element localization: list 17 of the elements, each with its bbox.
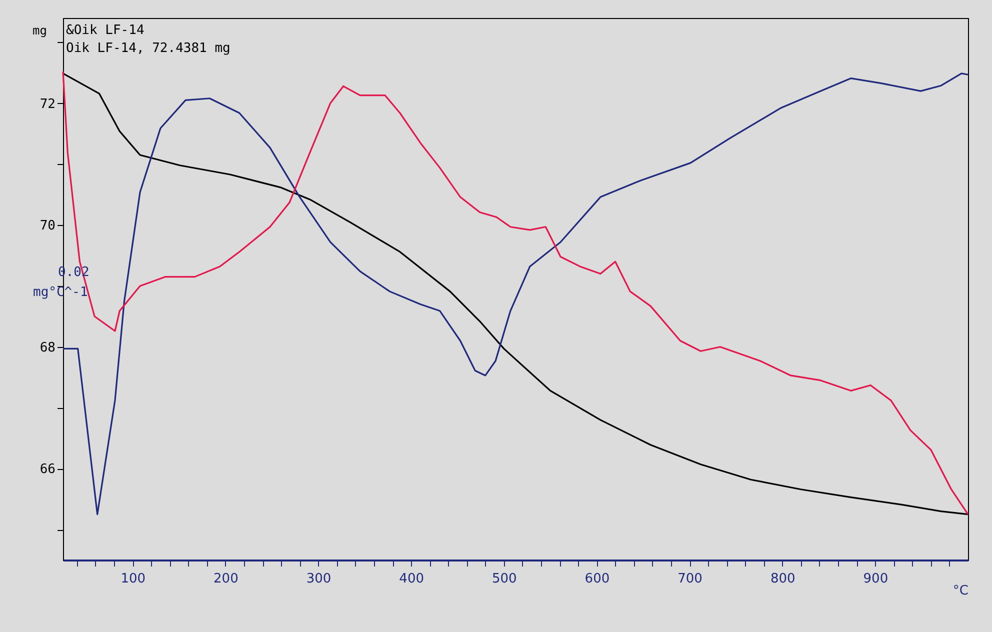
annotation: &Oik LF-14 <box>66 23 144 38</box>
y-axis-title: mg <box>32 24 47 38</box>
y-tick-label: 68 <box>40 340 56 356</box>
y-tick-label: 72 <box>40 96 56 112</box>
x-tick-label: 400 <box>399 572 424 586</box>
y-tick-label: 66 <box>40 462 56 478</box>
x-tick-label: 500 <box>492 572 517 586</box>
x-tick-label: 600 <box>584 572 610 586</box>
x-tick-label: 900 <box>863 572 888 586</box>
x-tick-label: 800 <box>770 572 796 586</box>
x-tick-label: 100 <box>120 572 146 586</box>
x-tick-label: 300 <box>306 572 332 586</box>
y-tick-label: 70 <box>40 218 56 234</box>
x-tick-label: 700 <box>678 572 702 586</box>
x-tick-label: 200 <box>214 572 238 586</box>
x-axis-title: °C <box>952 584 968 598</box>
annotation: Oik LF-14, 72.4381 mg <box>66 41 230 56</box>
